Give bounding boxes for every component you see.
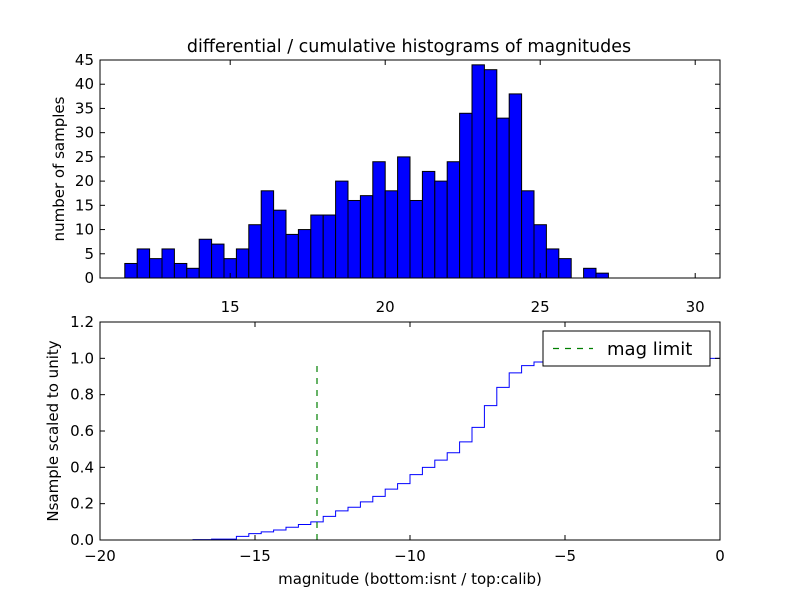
histogram-bars <box>124 64 609 279</box>
cumulative-plot <box>100 357 721 541</box>
histogram-bar <box>583 267 597 279</box>
histogram-axes-frame <box>99 59 721 279</box>
histogram-bar <box>533 224 547 279</box>
histogram-bar <box>161 248 175 279</box>
legend: mag limit <box>542 330 711 367</box>
histogram-ticks: 0 5 10 15 20 25 30 35 40 45 15 20 25 30 <box>75 51 720 316</box>
histogram-bar <box>347 199 361 279</box>
histogram-y-tick-label: 20 <box>75 172 94 190</box>
histogram-bar <box>335 180 349 279</box>
histogram-bar <box>198 238 213 279</box>
histogram-bar <box>173 262 188 279</box>
histogram-bar <box>149 258 163 279</box>
histogram-y-tick-label: 10 <box>75 221 94 239</box>
histogram-x-tick-label: 30 <box>686 298 705 316</box>
histogram-bar <box>372 161 386 279</box>
histogram-bar <box>285 233 299 279</box>
cumulative-panel: 0.0 0.2 0.4 0.6 0.8 1.0 1.2 −20 −15 −10 −5 0 magnit… <box>44 313 725 588</box>
histogram-y-tick-label: 5 <box>84 245 94 263</box>
histogram-bar <box>297 229 312 279</box>
histogram-bar <box>409 199 423 279</box>
cumulative-x-axis-label: magnitude (bottom:isnt / top:calib) <box>278 570 542 588</box>
histogram-y-tick-label: 25 <box>75 148 94 166</box>
histogram-bar <box>508 93 523 279</box>
histogram-bar <box>459 112 473 279</box>
histogram-x-tick-label: 25 <box>531 298 550 316</box>
cumulative-y-tick-label: 0.6 <box>70 422 94 440</box>
chart-title: differential / cumulative histograms of … <box>187 37 631 57</box>
cumulative-x-tick-label: −5 <box>554 547 576 565</box>
histogram-y-tick-label: 45 <box>75 51 94 69</box>
histogram-bar <box>359 195 374 279</box>
histogram-bar <box>260 190 275 279</box>
histogram-bar <box>186 267 200 279</box>
legend-entry-mag-limit: mag limit <box>607 339 692 360</box>
cumulative-y-axis-label: Nsample scaled to unity <box>44 340 62 521</box>
histogram-y-axis-label: number of samples <box>50 96 68 241</box>
cumulative-x-tick-label: −10 <box>394 547 426 565</box>
cumulative-y-tick-label: 1.0 <box>70 349 94 367</box>
histogram-bar <box>595 272 609 279</box>
cumulative-y-tick-label: 1.2 <box>70 313 94 331</box>
histogram-x-tick-label: 20 <box>376 298 395 316</box>
histogram-bar <box>434 180 448 279</box>
histogram-bar <box>273 209 287 279</box>
histogram-y-tick-label: 15 <box>75 196 94 214</box>
cumulative-y-tick-label: 0.0 <box>70 531 94 549</box>
histogram-bar <box>545 248 560 279</box>
histogram-bar <box>384 190 399 279</box>
histogram-bar <box>521 190 535 279</box>
histogram-bar <box>310 214 324 279</box>
histogram-bar <box>136 248 151 279</box>
histogram-bar <box>496 117 510 279</box>
cumulative-y-tick-label: 0.2 <box>70 495 94 513</box>
cumulative-y-tick-label: 0.8 <box>70 386 94 404</box>
cumulative-x-tick-label: −20 <box>84 547 116 565</box>
cumulative-x-tick-label: 0 <box>715 547 725 565</box>
histogram-bar <box>211 243 225 279</box>
histogram-bar <box>558 258 572 279</box>
histogram-bar <box>483 69 498 279</box>
histogram-bar <box>235 248 250 279</box>
histogram-bar <box>471 64 485 279</box>
histogram-y-tick-label: 40 <box>75 75 94 93</box>
histogram-panel: differential / cumulative histograms of … <box>50 37 721 316</box>
histogram-y-tick-label: 0 <box>84 269 94 287</box>
histogram-y-tick-label: 30 <box>75 124 94 142</box>
histogram-bar <box>124 262 138 279</box>
histogram-y-tick-label: 35 <box>75 99 94 117</box>
cumulative-x-tick-label: −15 <box>239 547 271 565</box>
histogram-bar <box>446 161 461 279</box>
histogram-bar <box>397 156 411 279</box>
cumulative-step-line <box>100 357 721 541</box>
histogram-bar <box>421 170 436 279</box>
histogram-x-tick-label: 15 <box>221 298 240 316</box>
histogram-bar <box>248 224 262 279</box>
histogram-bar <box>322 214 337 279</box>
cumulative-ticks: 0.0 0.2 0.4 0.6 0.8 1.0 1.2 −20 −15 −10 −5 0 <box>70 313 725 565</box>
cumulative-y-tick-label: 0.4 <box>70 458 94 476</box>
